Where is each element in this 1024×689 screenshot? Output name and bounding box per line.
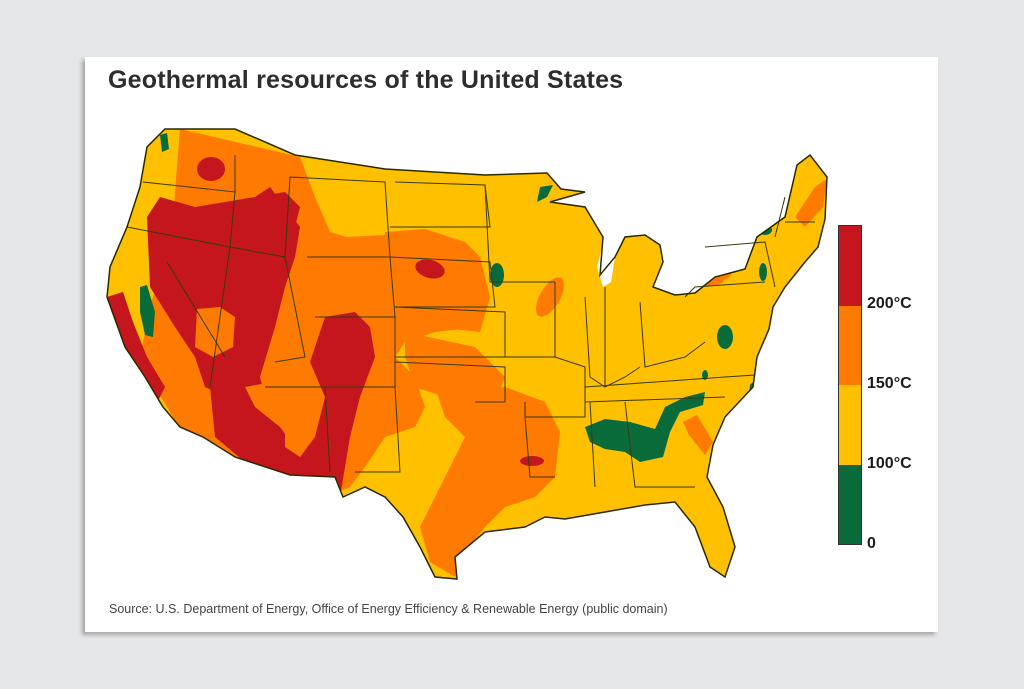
zone-150-200-illinois: [536, 277, 564, 317]
legend-swatch-150-200: [839, 305, 861, 385]
zone-below-100-iowa: [490, 263, 504, 287]
source-caption: Source: U.S. Department of Energy, Offic…: [109, 602, 668, 616]
legend-label-200: 200°C: [867, 295, 912, 312]
legend-label-0: 0: [867, 535, 876, 552]
temperature-legend: [838, 225, 862, 545]
legend-swatch-0-100: [839, 464, 861, 544]
zone-150-200-arizona: [245, 377, 320, 447]
zone-150-200-ny: [696, 272, 724, 286]
zone-below-100-central-valley: [140, 285, 155, 337]
zone-above-200-oregon-spot: [197, 157, 225, 181]
zone-150-200-nevada-island: [195, 307, 235, 357]
zone-below-100-minnesota: [537, 185, 553, 202]
zone-above-200-arkansas-spot: [520, 456, 544, 466]
legend-label-100: 100°C: [867, 455, 912, 472]
zone-below-100-tn-spot: [702, 370, 708, 380]
zone-150-200-kansas: [405, 332, 505, 402]
zone-below-100-alabama-georgia: [585, 392, 705, 462]
zone-150-200-georgia: [683, 415, 713, 455]
zone-150-200-plains: [385, 229, 490, 332]
legend-label-150: 150°C: [867, 375, 912, 392]
zone-below-100-puget: [160, 133, 169, 152]
figure-card: Geothermal resources of the United State…: [85, 57, 938, 632]
map-title: Geothermal resources of the United State…: [108, 66, 624, 94]
zone-above-200-nebraska-spot: [415, 259, 445, 279]
zone-below-100-ny: [758, 225, 772, 235]
zone-below-100-virginia: [717, 325, 733, 349]
us-geothermal-map: [106, 128, 828, 580]
zone-below-100-pennsylvania: [759, 263, 767, 281]
zone-150-200-texas-ark: [420, 387, 560, 577]
zone-above-200-southwest: [210, 312, 375, 497]
zone-above-200-california-coast: [107, 292, 165, 407]
legend-swatch-100-150: [839, 385, 861, 465]
legend-swatch-above-200: [839, 226, 861, 306]
zone-150-200-maine: [795, 179, 827, 227]
